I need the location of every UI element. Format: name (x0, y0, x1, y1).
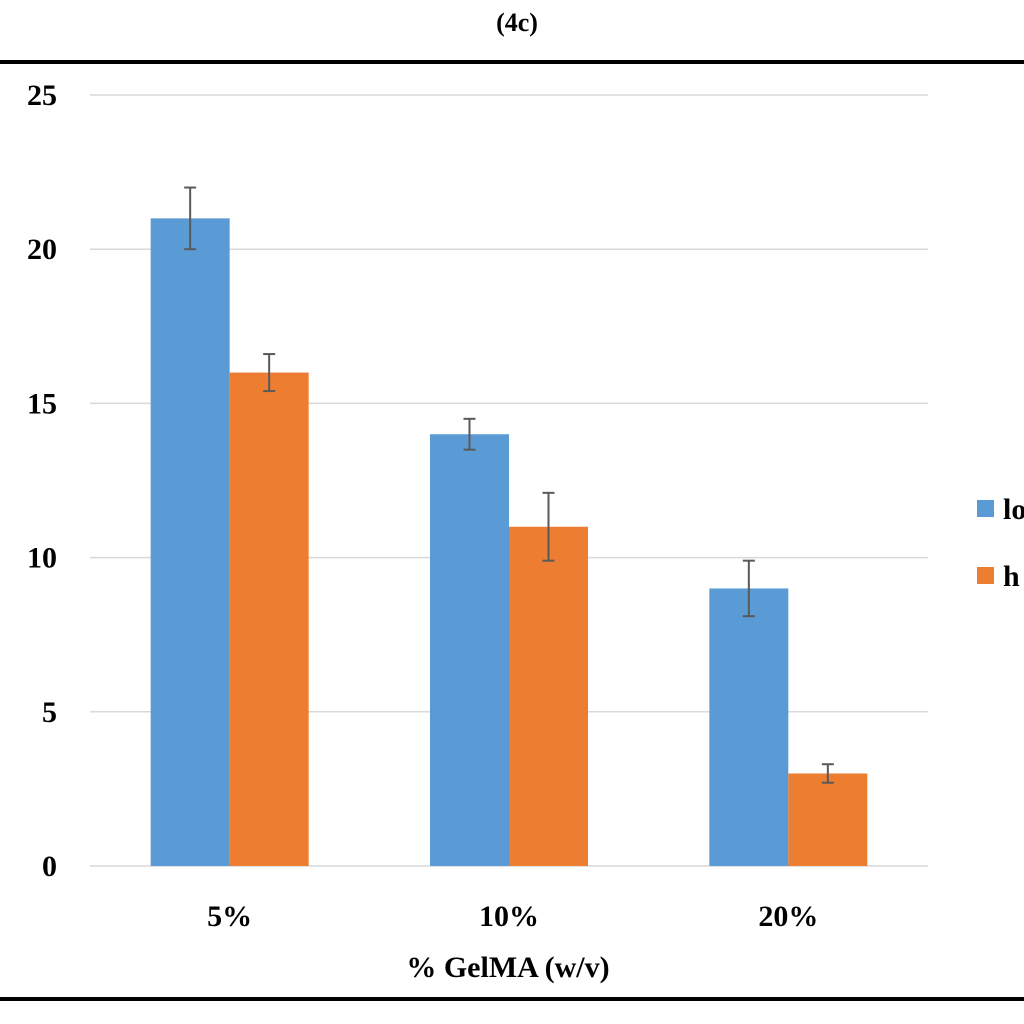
y-tick-label: 25 (27, 79, 57, 112)
bar-h-10% (509, 526, 588, 866)
legend: lo h (977, 493, 1024, 593)
legend-swatch-lo (977, 500, 994, 517)
y-tick-label: 10 (27, 542, 57, 575)
y-tick-label: 0 (42, 850, 57, 883)
bar-lo-20% (709, 588, 789, 866)
x-axis-ticks: 5% 10% 20% (207, 900, 818, 933)
bars (150, 218, 868, 867)
bar-h-20% (788, 773, 868, 866)
legend-swatch-h (977, 567, 994, 584)
bar-lo-10% (430, 434, 509, 866)
legend-label: lo (1003, 493, 1024, 526)
y-tick-label: 5 (42, 696, 57, 729)
x-tick-label: 20% (758, 900, 818, 933)
x-tick-label: 10% (479, 900, 539, 933)
bar-lo-5% (150, 218, 230, 867)
y-tick-label: 15 (27, 387, 57, 420)
legend-label: h (1003, 560, 1020, 593)
y-tick-label: 20 (27, 233, 57, 266)
figure-label: (4c) (496, 8, 538, 37)
x-tick-label: 5% (207, 900, 252, 933)
x-axis-title: % GelMA (w/v) (406, 951, 609, 984)
error-bars (184, 186, 834, 784)
y-axis-ticks: 0 5 10 15 20 25 (27, 79, 57, 883)
bar-h-5% (229, 372, 309, 866)
